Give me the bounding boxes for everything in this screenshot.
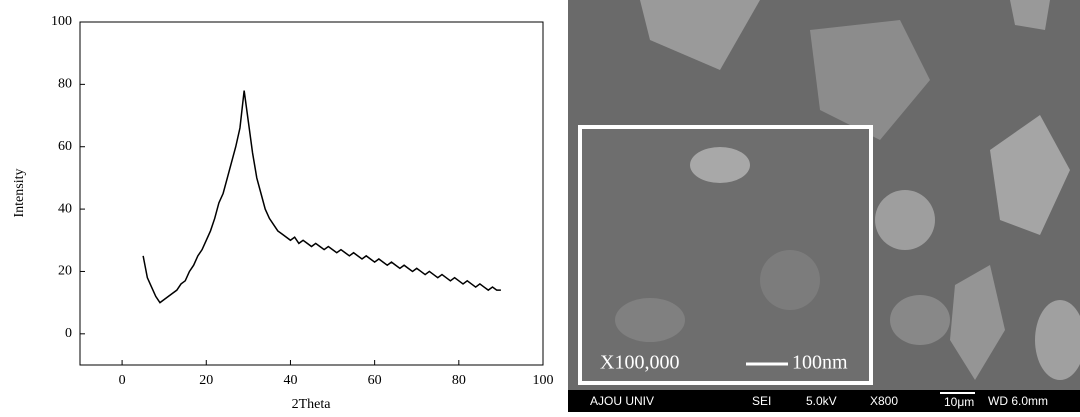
- x-axis-label: 2Theta: [292, 397, 332, 412]
- particle: [990, 115, 1070, 235]
- inset-magnification: X100,000: [600, 352, 679, 374]
- x-tick-label: 40: [283, 373, 297, 388]
- sem-image: X100,000 100nm AJOU UNIV SEI 5.0kV X800 …: [568, 0, 1080, 412]
- inset-scale: 100nm: [792, 352, 848, 374]
- particle: [875, 190, 935, 250]
- particle: [890, 295, 950, 345]
- footer-text: 5.0kV: [806, 394, 837, 408]
- x-tick-label: 0: [119, 373, 126, 388]
- x-tick-label: 20: [199, 373, 213, 388]
- y-tick-label: 40: [58, 201, 72, 216]
- footer-text: AJOU UNIV: [590, 394, 654, 408]
- y-tick-label: 100: [51, 14, 72, 29]
- y-tick-label: 80: [58, 77, 72, 92]
- inset-particle: [615, 298, 685, 342]
- x-tick-label: 80: [452, 373, 466, 388]
- y-axis-label: Intensity: [12, 169, 27, 218]
- y-tick-label: 0: [65, 326, 72, 341]
- x-tick-label: 100: [533, 373, 554, 388]
- y-tick-label: 60: [58, 139, 72, 154]
- particle: [950, 265, 1005, 380]
- inset-particle: [760, 250, 820, 310]
- footer-text: 10μm: [944, 395, 974, 409]
- footer-bar: [568, 390, 1080, 412]
- data-line: [142, 90, 501, 304]
- particle: [1035, 300, 1080, 380]
- particle: [810, 20, 930, 140]
- inset-particle: [690, 147, 750, 183]
- particle: [1010, 0, 1050, 30]
- footer-text: SEI: [752, 394, 771, 408]
- particle: [640, 0, 760, 70]
- y-tick-label: 20: [58, 264, 72, 279]
- plot-frame: [79, 21, 544, 366]
- footer-text: WD 6.0mm: [988, 394, 1048, 408]
- footer-text: X800: [870, 394, 898, 408]
- x-tick-label: 60: [368, 373, 382, 388]
